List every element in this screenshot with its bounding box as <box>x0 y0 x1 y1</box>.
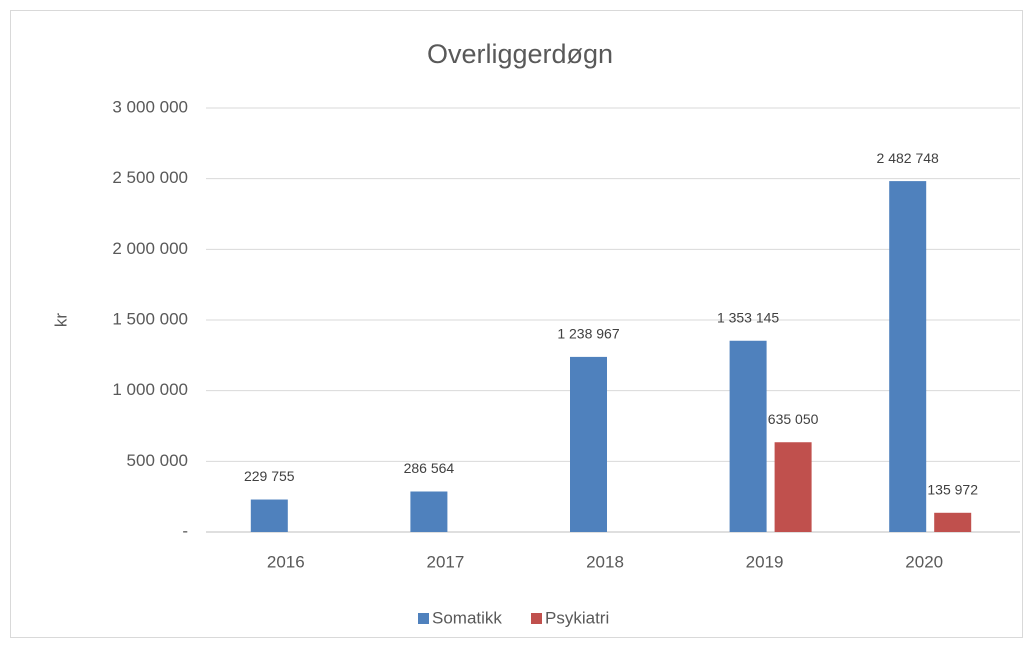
value-label: 635 050 <box>768 411 819 427</box>
y-tick-label: 3 000 000 <box>112 97 188 116</box>
legend-label: Psykiatri <box>545 608 609 627</box>
bar <box>410 491 448 532</box>
legend-label: Somatikk <box>432 608 502 627</box>
x-tick-label: 2017 <box>426 552 464 571</box>
value-label: 1 353 145 <box>717 309 779 325</box>
value-label: 135 972 <box>927 481 978 497</box>
x-tick-label: 2016 <box>267 552 305 571</box>
bar <box>934 512 972 532</box>
y-tick-label: 2 000 000 <box>112 239 188 258</box>
bar <box>250 499 288 532</box>
legend-swatch <box>418 613 429 624</box>
value-label: 286 564 <box>404 460 455 476</box>
y-tick-label: 500 000 <box>127 451 188 470</box>
bar <box>570 356 607 532</box>
bar <box>729 340 767 532</box>
y-tick-label: 2 500 000 <box>112 168 188 187</box>
y-tick-label: 1 500 000 <box>112 309 188 328</box>
bar <box>889 181 927 532</box>
value-label: 2 482 748 <box>877 150 939 166</box>
y-tick-label: 1 000 000 <box>112 380 188 399</box>
chart-border <box>10 10 1023 638</box>
chart-title: Overliggerdøgn <box>427 39 613 69</box>
value-label: 1 238 967 <box>557 326 619 342</box>
legend-swatch <box>531 613 542 624</box>
y-tick-label: - <box>182 521 188 540</box>
x-tick-label: 2019 <box>746 552 784 571</box>
x-tick-label: 2018 <box>586 552 624 571</box>
value-label: 229 755 <box>244 468 295 484</box>
bar <box>774 442 812 532</box>
x-tick-label: 2020 <box>905 552 943 571</box>
y-axis-label: kr <box>51 313 70 328</box>
